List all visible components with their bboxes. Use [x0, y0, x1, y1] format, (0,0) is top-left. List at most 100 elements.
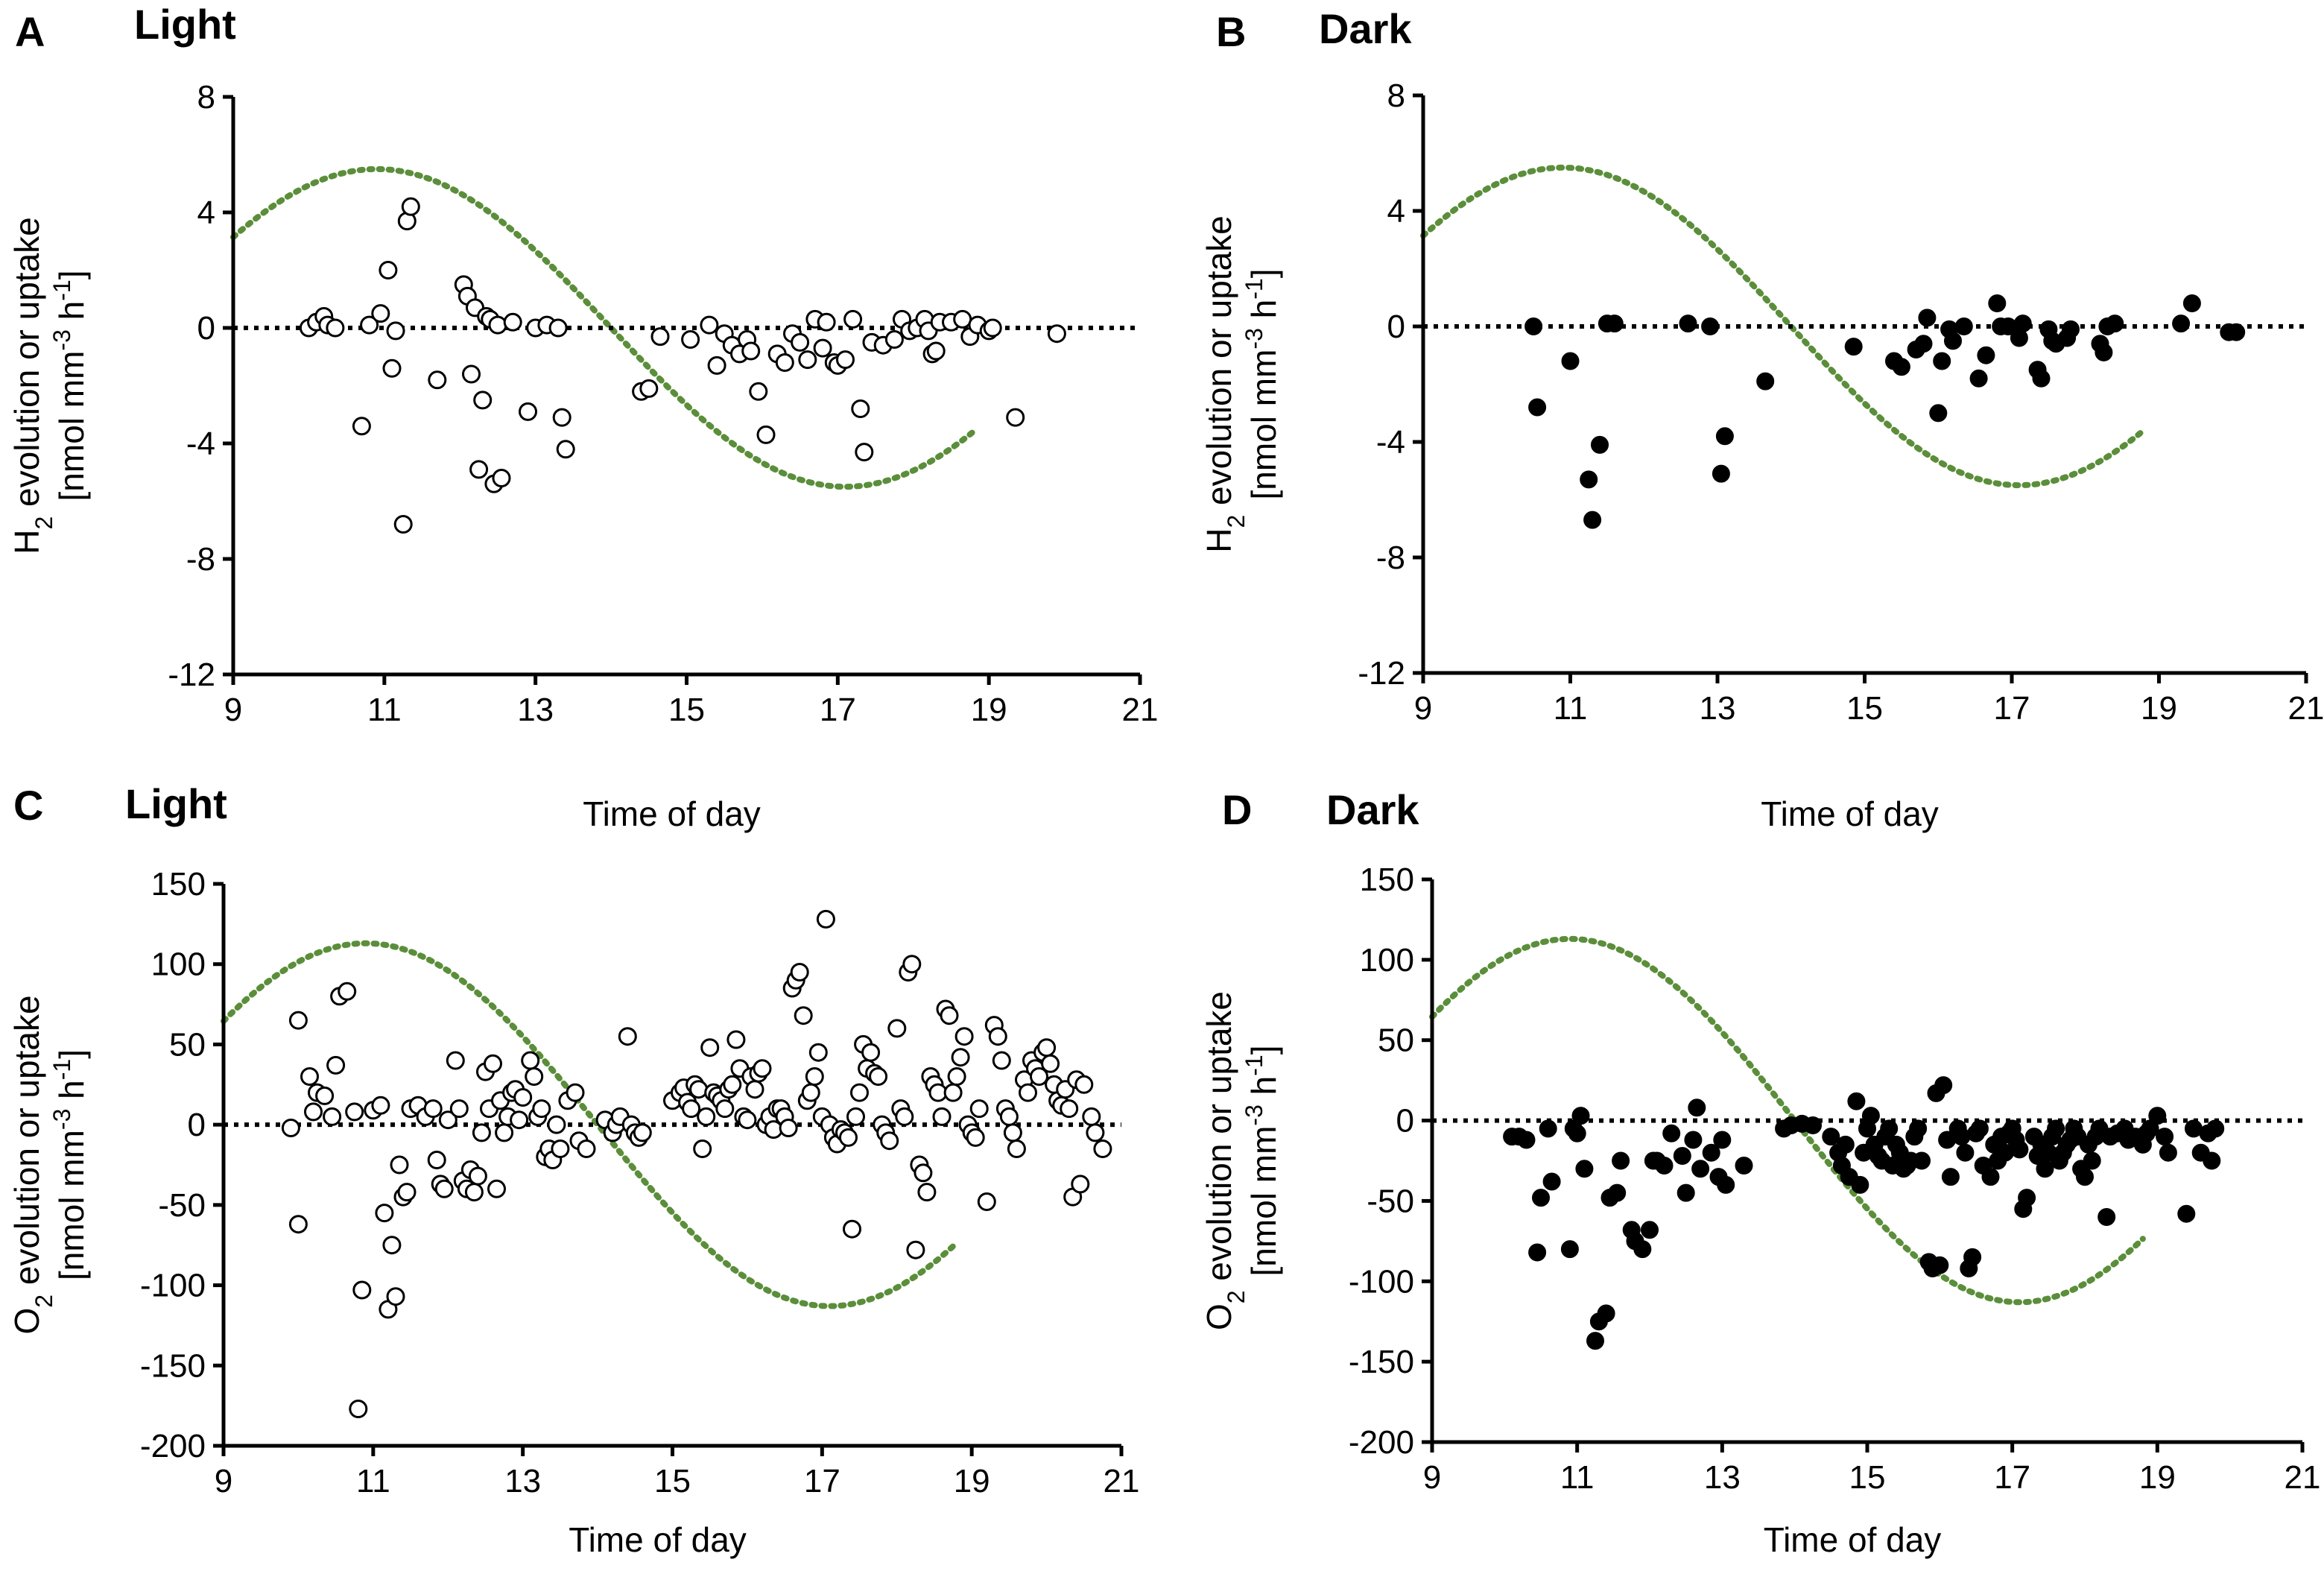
y-tick-label: -12	[168, 657, 215, 693]
y-tick-label: -4	[186, 426, 215, 462]
data-point	[1528, 1243, 1547, 1262]
data-point	[947, 1067, 966, 1086]
data-point	[851, 399, 870, 418]
x-tick-label: 15	[1849, 1459, 1886, 1496]
data-point	[926, 341, 946, 361]
data-point	[1844, 338, 1863, 356]
data-point	[1575, 1160, 1594, 1178]
y-tick-label: 4	[197, 195, 215, 231]
data-point	[401, 197, 420, 216]
panel-letter: C	[13, 782, 43, 829]
data-point	[953, 309, 972, 329]
y-tick-label: 0	[1387, 309, 1405, 345]
data-point	[1071, 1175, 1090, 1194]
data-point	[281, 1119, 300, 1137]
panel-title: Dark	[1326, 786, 1419, 833]
data-point	[1679, 314, 1697, 333]
data-point	[1847, 1092, 1866, 1110]
data-point	[503, 312, 522, 332]
data-point	[1944, 332, 1962, 350]
y-label-part: ]	[1244, 1046, 1283, 1055]
data-point	[2083, 1151, 2101, 1170]
x-tick-label: 19	[954, 1463, 990, 1499]
x-tick-label: 13	[1704, 1459, 1741, 1496]
y-tick-label: -4	[1376, 424, 1405, 461]
data-point	[983, 318, 1002, 338]
y-label-part: 2	[31, 1295, 57, 1308]
data-point	[1539, 1119, 1557, 1138]
panel-letter: D	[1222, 786, 1252, 833]
data-point	[790, 963, 809, 982]
data-point	[977, 1192, 996, 1211]
data-point	[300, 1067, 319, 1086]
data-point	[2018, 1189, 2036, 1207]
data-point	[917, 1183, 937, 1202]
data-point	[371, 304, 390, 323]
data-point	[1524, 317, 1543, 335]
data-point	[1047, 324, 1066, 344]
data-point	[304, 1102, 323, 1122]
y-label-part: ]	[52, 1049, 91, 1059]
panel-title: Dark	[1319, 5, 1412, 52]
x-tick-label: 21	[2288, 690, 2324, 727]
y-tick-label: -150	[140, 1347, 206, 1384]
x-tick-label: 11	[356, 1463, 390, 1499]
y-label-part: -1	[48, 279, 75, 300]
y-label-part: ]	[1244, 269, 1283, 279]
data-point	[338, 982, 357, 1001]
x-axis-label: Time of day	[583, 794, 761, 833]
data-point	[352, 1280, 372, 1300]
data-point	[880, 1131, 899, 1151]
y-label-part: evolution or uptake	[7, 995, 46, 1295]
y-label-part: 2	[1223, 515, 1250, 528]
y-tick-label: 8	[197, 79, 215, 116]
x-tick-label: 15	[654, 1463, 691, 1499]
data-point	[697, 1107, 716, 1126]
data-point	[794, 1006, 813, 1025]
data-point	[1542, 1172, 1561, 1191]
y-axis-unit-label: [nmol mm-3 h-1]	[1241, 269, 1283, 500]
data-point	[1007, 1139, 1026, 1158]
data-point	[846, 1107, 865, 1126]
y-tick-label: -8	[186, 541, 215, 578]
data-point	[1605, 314, 1624, 333]
data-point	[2097, 1208, 2116, 1226]
data-point	[2032, 369, 2051, 388]
x-tick-label: 9	[1414, 690, 1432, 727]
data-point	[906, 1240, 925, 1259]
data-point	[371, 1096, 390, 1115]
data-point	[914, 1163, 933, 1183]
y-axis-label: O2 evolution or uptake	[1200, 991, 1250, 1330]
data-point	[2172, 314, 2191, 333]
data-point	[1934, 1076, 1953, 1095]
data-point	[1981, 1168, 2000, 1186]
x-tick-label: 15	[1846, 690, 1883, 727]
data-point	[386, 321, 405, 341]
data-point	[352, 417, 371, 436]
x-tick-label: 17	[1994, 1459, 2030, 1496]
data-point	[510, 1110, 529, 1130]
data-point	[1612, 1151, 1630, 1170]
x-tick-label: 21	[2285, 1459, 2321, 1496]
x-tick-label: 19	[2139, 1459, 2176, 1496]
y-tick-label: 50	[1378, 1022, 1414, 1059]
data-point	[738, 1110, 757, 1130]
y-label-part: h	[52, 1080, 91, 1108]
data-point	[462, 364, 481, 384]
y-axis-label: H2 evolution or uptake	[7, 217, 57, 554]
data-point	[1673, 1147, 1691, 1165]
panel-title: Light	[134, 1, 236, 48]
data-point	[808, 1043, 828, 1062]
data-point	[2036, 1160, 2054, 1178]
data-point	[1093, 1139, 1112, 1158]
x-tick-label: 11	[1560, 1459, 1595, 1496]
y-tick-label: 100	[151, 946, 206, 983]
y-label-part: [nmol mm	[52, 1130, 91, 1280]
data-point	[715, 1099, 735, 1119]
data-point	[902, 955, 922, 974]
data-point	[2106, 314, 2124, 333]
data-point	[1571, 1107, 1590, 1125]
x-tick-label: 11	[1554, 690, 1588, 727]
data-point	[639, 379, 659, 398]
